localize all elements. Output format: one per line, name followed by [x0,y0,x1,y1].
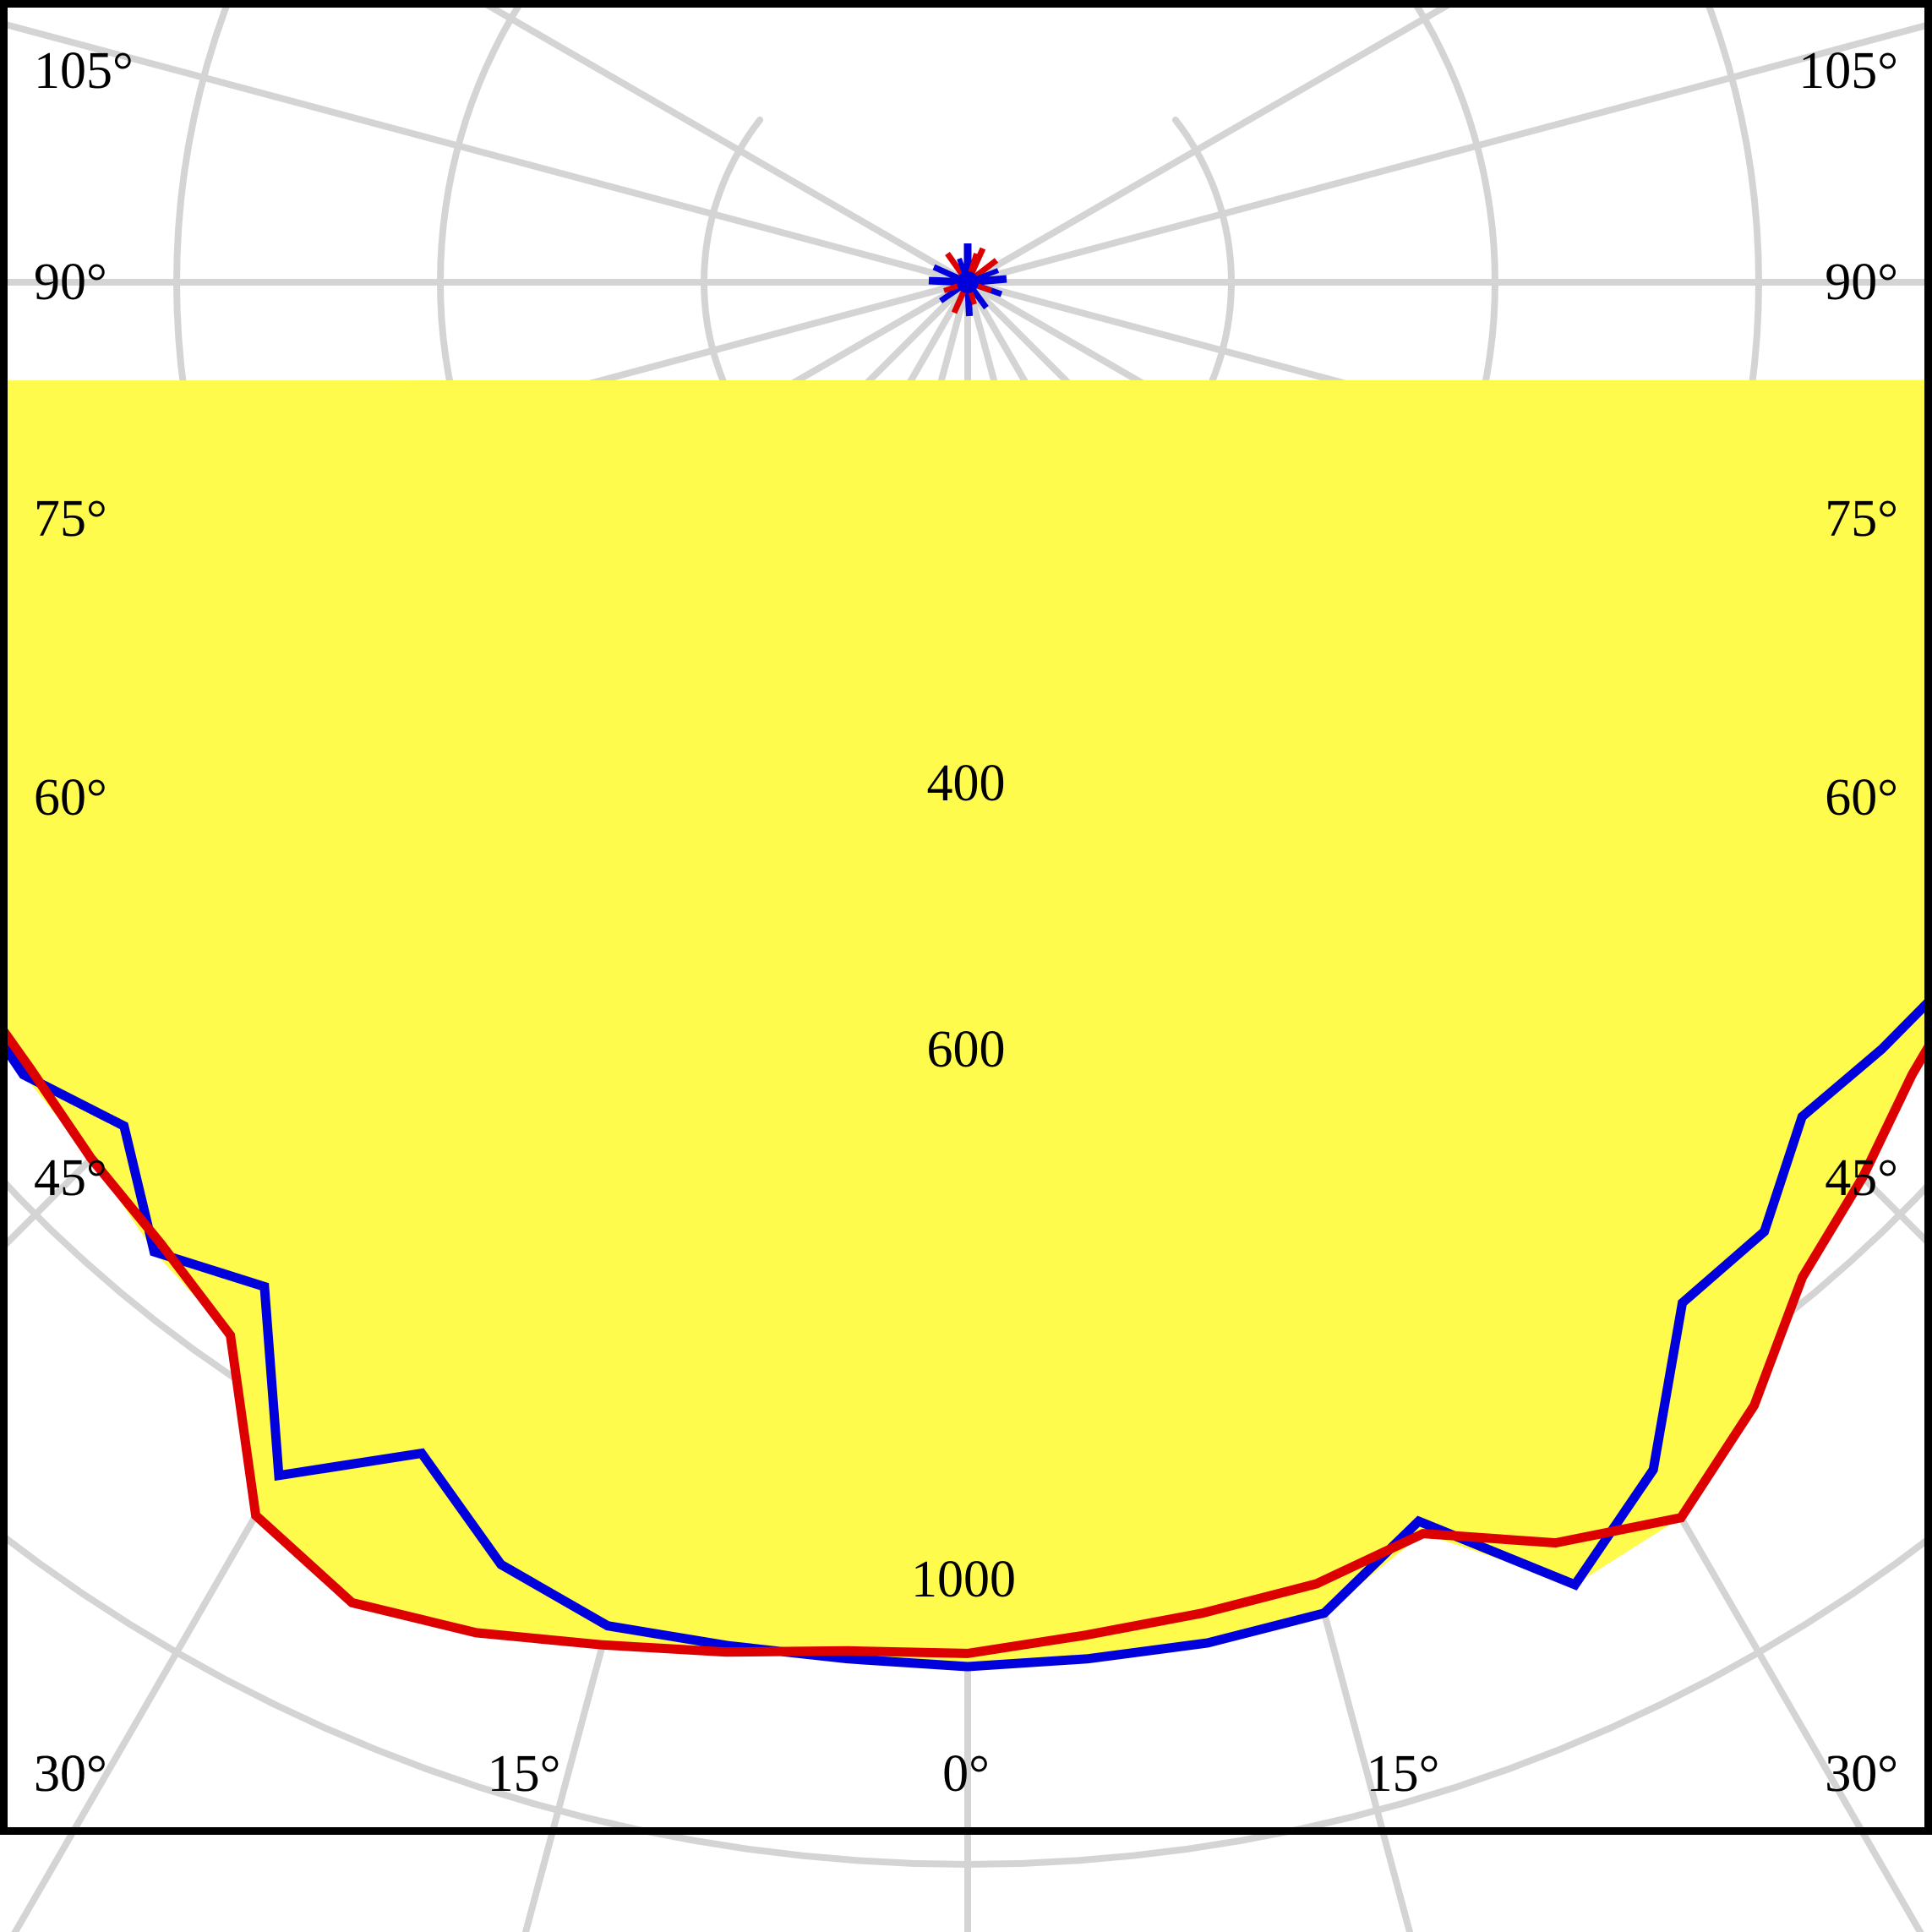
angle-label-right-90deg: 90° [1825,254,1898,311]
angle-label-bottom-2: 15° [1367,1745,1440,1803]
angle-label-right-60deg: 60° [1825,769,1898,827]
angle-label-left-30deg: 30° [34,1745,107,1803]
radial-value-label-600: 600 [927,1021,1006,1078]
curve-C90-C270 [0,1018,1932,1658]
angle-label-right-105deg: 105° [1798,42,1898,100]
peak-marker-icon [928,243,1007,317]
angle-label-bottom-1: 0° [942,1745,990,1803]
curve-C0-C180 [0,991,1932,1672]
angle-label-right-45deg: 45° [1825,1149,1898,1207]
bottom-angle-axis-labels: 30° 15° 0° 15° 30° [34,1745,1898,1803]
distribution-fill-area [0,379,1932,1667]
grid-spoke--120 [472,0,971,286]
angle-label-bottom-0: 15° [488,1745,561,1803]
angle-label-bottom-left-30deg: 30° [34,1745,107,1803]
luminous-flux-fill [0,379,1932,1667]
right-angle-axis-labels: 105° 90° 75° 60° 45° 30° [1798,42,1898,1803]
angle-label-right-30deg: 30° [1825,1745,1898,1803]
left-angle-axis-labels: 105° 90° 75° 60° 45° 30° [34,42,134,1803]
angle-label-left-90deg: 90° [34,254,107,311]
radial-value-label-1000: 1000 [911,1551,1016,1608]
angle-label-right-75deg: 75° [1825,490,1898,548]
distribution-curves [0,991,1932,1672]
radial-value-labels: 400 600 1000 [911,755,1016,1608]
angle-label-left-45deg: 45° [34,1149,107,1207]
peak-burst-core [957,271,979,293]
angle-label-left-105deg: 105° [34,42,134,100]
angle-label-left-75deg: 75° [34,490,107,548]
chart-frame-border [0,0,1932,1835]
grid-spoke--105 [0,19,971,286]
radial-value-label-400: 400 [927,755,1006,812]
grid-spoke-120 [964,0,1464,286]
angle-label-left-60deg: 60° [34,769,107,827]
grid-spoke-105 [964,20,1932,286]
angle-label-bottom-right-30deg: 30° [1825,1745,1898,1803]
